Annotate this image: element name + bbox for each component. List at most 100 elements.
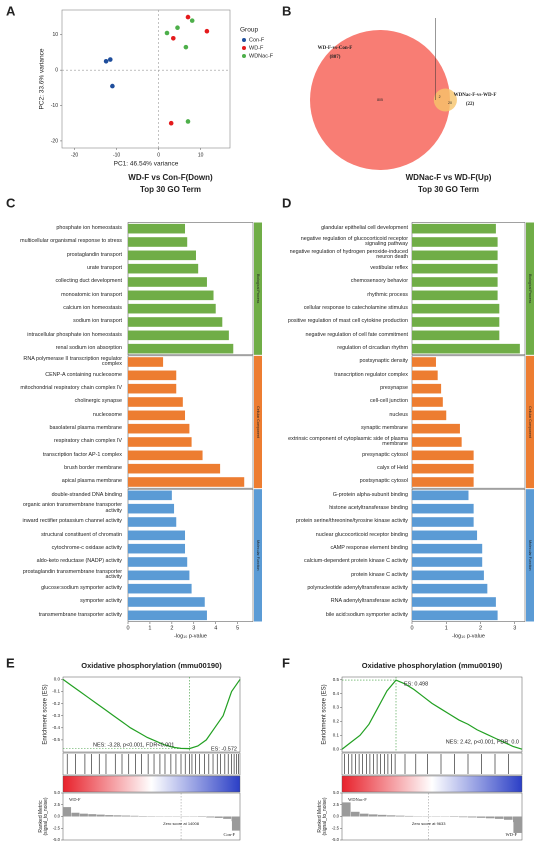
y-tick-label-box: calcium ion homeostasis (63, 305, 122, 311)
y-tick-label: -0.5 (52, 737, 60, 742)
es-curve (62, 678, 241, 750)
panel-letter: C (6, 195, 16, 210)
y-tick-label: double-stranded DNA binding (51, 491, 122, 498)
bar (128, 530, 186, 541)
bar (128, 610, 207, 621)
y-tick-label-box: intracellular phosphate ion homeostasis (27, 332, 122, 338)
y-tick-label: 5.0 (333, 790, 339, 795)
x-tick-label: 3 (192, 625, 195, 631)
y-tick-label-box: phosphate ion homeostasis (56, 225, 122, 231)
y-tick-label-box: cytochrome-c oxidase activity (51, 544, 122, 551)
y-tick-label: postsynaptic density (359, 358, 408, 365)
point (204, 28, 210, 34)
x-tick-label: 0 (126, 625, 129, 631)
y-tick-label-box: mitochondrial respiratory chain complex … (20, 385, 122, 391)
y-tick-label-box: positive regulation of mast cell cytokin… (288, 319, 408, 325)
y-tick-label: histone acetyltransferase binding (329, 504, 408, 511)
chart-subtitle: Top 30 GO Term (140, 185, 201, 194)
y-tick-label: regulation of circadian rhythm (337, 344, 408, 351)
panel-letter: D (282, 195, 291, 210)
bar (128, 410, 186, 421)
bar (128, 223, 186, 234)
panel-letter: E (6, 655, 15, 670)
bar (412, 517, 474, 527)
y-tick-label: cholinergic synapse (74, 398, 122, 405)
y-tick-label-box: protein serine/threonine/tyrosine kinase… (296, 519, 408, 525)
set-name: WD-F-vs-Con-F (318, 46, 353, 51)
group-label: Biological Process (528, 274, 532, 304)
y-tick-label: prostaglandin transmembrane transporter … (22, 568, 122, 581)
metric-bar (378, 814, 387, 817)
metric-axis-label-box: Ranked Metric (signal_to_noise) (317, 797, 328, 835)
y-tick-label: nucleosome (92, 411, 122, 418)
right-group-label: Con-F (223, 832, 235, 837)
y-tick-label-box: aldo-keto reductase (NADP) activity (37, 559, 122, 565)
y-tick-label: chemosensory behavior (350, 278, 408, 285)
y-tick-label-box: nucleus (389, 411, 408, 418)
metric-bar (113, 815, 122, 817)
y-tick-label: RNA polymerase II transcription regulato… (23, 355, 122, 367)
y-tick-label: nucleus (389, 411, 408, 418)
es-annotation: ES: 0.498 (404, 682, 428, 688)
y-tick-label: 0.2 (333, 719, 340, 724)
rank-gradient (62, 775, 241, 793)
region-count: 805 (377, 98, 383, 102)
bar (128, 290, 214, 301)
y-tick-label: renal sodium ion absorption (55, 344, 122, 351)
metric-bar (130, 815, 139, 817)
region-count: 20 (448, 101, 452, 105)
y-tick-label: -2.5 (332, 825, 340, 830)
es-frame (341, 676, 523, 753)
y-tick-label: glucose:sodium symporter activity (41, 584, 122, 591)
y-tick-label: -0.4 (52, 725, 60, 730)
y-tick-label: prostaglandin transport (66, 251, 122, 258)
legend-swatch (242, 54, 246, 58)
metric-bar (223, 816, 232, 819)
y-tick-label-box: transmembrane transporter activity (39, 612, 122, 618)
y-tick-label-box: protein kinase C activity (351, 572, 408, 578)
group-strip (526, 489, 534, 622)
legend-swatch (242, 46, 246, 50)
y-tick-label-box: vestibular reflex (370, 265, 408, 271)
y-tick-label: calcium-dependent protein kinase C activ… (304, 558, 408, 565)
panel-letter: B (282, 3, 291, 18)
y-tick-label: 0.4 (333, 691, 340, 696)
y-tick-label: synaptic membrane (360, 424, 408, 431)
chart-title: WD-F vs Con-F(Down) (128, 173, 213, 182)
metric-bar (342, 802, 351, 817)
metric-bar (468, 816, 477, 818)
y-tick-label-box: RNA adenylyltransferase activity (331, 599, 408, 605)
bar (412, 570, 484, 581)
y-tick-label: extrinsic component of cytoplasmic side … (288, 435, 408, 447)
point (189, 18, 195, 23)
metric-bar (459, 816, 468, 818)
y-tick-label-box: cell-cell junction (370, 399, 408, 405)
legend-swatch (242, 38, 246, 42)
left-group-label: WD-F (69, 797, 81, 802)
bar (128, 250, 196, 261)
y-axis-label: Enrichment score (ES) (43, 684, 49, 744)
y-tick-label: cytochrome-c oxidase activity (51, 544, 122, 551)
x-axis-label: -log₁₀ p-value (174, 633, 207, 639)
y-tick-label-box: organic anion transmembrane transporter … (23, 502, 122, 513)
bar (128, 330, 229, 341)
y-tick-label-box: sodium ion transport (73, 319, 122, 325)
y-tick-label-box: histone acetyltransferase binding (329, 504, 408, 511)
y-tick-label-box: transcription regulator complex (334, 372, 408, 378)
y-tick-label: cAMP response element binding (330, 544, 408, 551)
x-tick-label: 0 (410, 625, 413, 631)
set-size: (22) (466, 102, 475, 107)
nes-annotation: NES: 2.42, p<0.001, FDR: 0.0 (446, 739, 519, 745)
bar (412, 543, 483, 554)
y-axis-label: PC2: 33.6% variance (39, 48, 46, 109)
point (103, 59, 109, 64)
bar (128, 383, 177, 394)
y-tick-label-box: apical plasma membrane (62, 479, 122, 485)
bar (412, 370, 438, 381)
y-tick-label: respiratory chain complex IV (53, 438, 122, 445)
bar (412, 343, 520, 354)
metric-bar (369, 814, 378, 817)
metric-bar (396, 815, 405, 817)
metric-bar (495, 816, 504, 819)
